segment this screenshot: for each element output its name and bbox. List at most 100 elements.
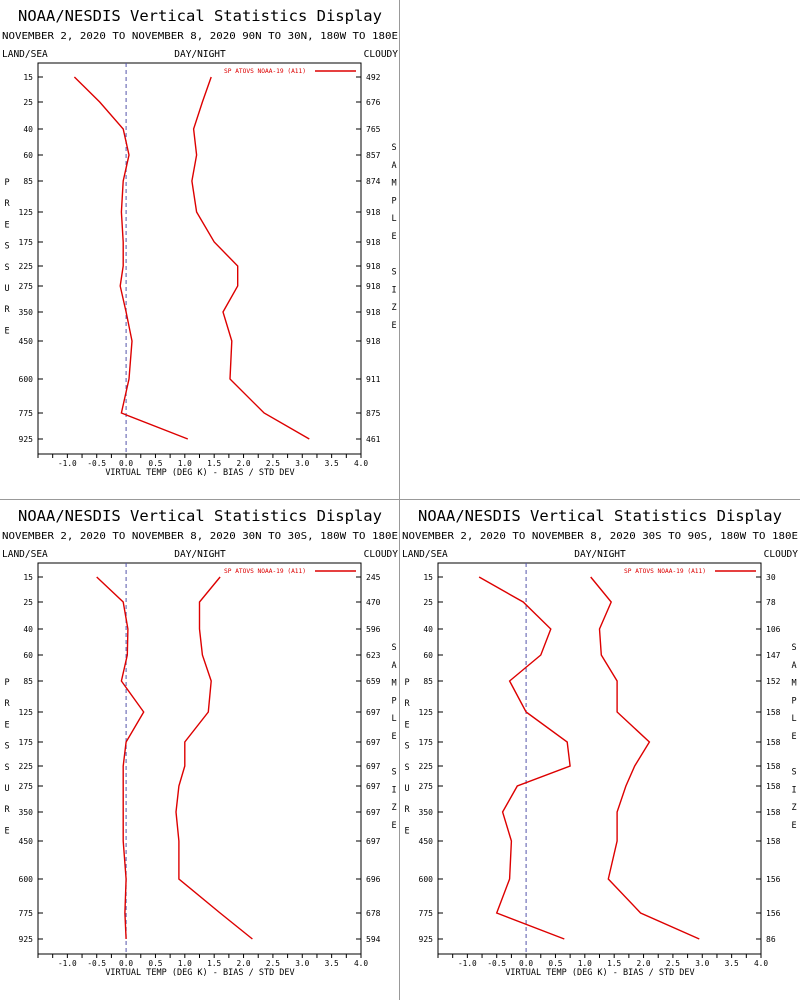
pressure-level-label: 275 bbox=[19, 782, 34, 791]
sample-size-label: 30 bbox=[766, 573, 776, 582]
sample-size-label: 659 bbox=[366, 677, 381, 686]
pressure-level-label: 60 bbox=[23, 151, 33, 160]
pressure-level-label: 85 bbox=[23, 177, 33, 186]
sample-size-axis-letter: E bbox=[391, 732, 396, 742]
pressure-axis-letter: S bbox=[4, 763, 9, 773]
pressure-level-label: 15 bbox=[23, 573, 33, 582]
pressure-level-label: 225 bbox=[19, 762, 34, 771]
sample-size-label: 461 bbox=[366, 435, 381, 444]
pressure-axis-letter: E bbox=[404, 720, 409, 730]
x-tick-label: 0.5 bbox=[548, 959, 562, 968]
x-tick-label: 1.5 bbox=[207, 959, 221, 968]
plot-frame bbox=[37, 62, 362, 455]
sample-size-label: 918 bbox=[366, 282, 381, 291]
pressure-level-label: 60 bbox=[423, 651, 433, 660]
sample-size-axis-letter: S bbox=[391, 768, 396, 778]
x-tick-label: 3.5 bbox=[325, 459, 339, 468]
sample-size-axis-letter: E bbox=[391, 321, 396, 331]
pressure-level-label: 125 bbox=[19, 208, 34, 217]
std-dev-series-line bbox=[590, 576, 700, 940]
x-tick-label: 2.5 bbox=[666, 959, 680, 968]
x-tick-label: 1.0 bbox=[178, 959, 192, 968]
pressure-level-label: 15 bbox=[423, 573, 433, 582]
sample-size-axis-letter: S bbox=[791, 768, 796, 778]
sample-size-label: 158 bbox=[766, 708, 781, 717]
x-tick-label: 3.5 bbox=[325, 959, 339, 968]
pressure-axis-letter: E bbox=[404, 826, 409, 836]
sample-size-label: 697 bbox=[366, 762, 381, 771]
pressure-axis-letter: P bbox=[404, 678, 409, 688]
pressure-axis-letter: R bbox=[4, 805, 10, 815]
sample-size-label: 918 bbox=[366, 308, 381, 317]
sample-size-axis-letter: E bbox=[391, 821, 396, 831]
x-tick-label: 0.5 bbox=[148, 959, 162, 968]
sample-size-label: 697 bbox=[366, 708, 381, 717]
day-night-label: DAY/NIGHT bbox=[574, 549, 626, 560]
pressure-level-label: 40 bbox=[423, 625, 433, 634]
sample-size-label: 156 bbox=[766, 909, 781, 918]
pressure-level-label: 40 bbox=[23, 625, 33, 634]
sample-size-label: 857 bbox=[366, 151, 381, 160]
x-tick-label: 0.5 bbox=[148, 459, 162, 468]
date-range-subtitle: NOVEMBER 2, 2020 TO NOVEMBER 8, 2020 90N… bbox=[2, 31, 398, 42]
sample-size-axis-letter: I bbox=[391, 285, 396, 295]
stats-panel-30s-90s: NOAA/NESDIS Vertical Statistics Display N… bbox=[400, 500, 800, 1000]
x-axis-label: VIRTUAL TEMP (DEG K) - BIAS / STD DEV bbox=[105, 468, 294, 478]
land-sea-label: LAND/SEA bbox=[402, 549, 448, 560]
panel-divider-horizontal bbox=[0, 499, 800, 500]
sample-size-axis-letter: L bbox=[791, 714, 796, 724]
pressure-axis-letter: S bbox=[4, 263, 9, 273]
pressure-axis-letter: E bbox=[4, 326, 9, 336]
sample-size-label: 697 bbox=[366, 837, 381, 846]
sample-size-label: 106 bbox=[766, 625, 781, 634]
sample-size-label: 696 bbox=[366, 875, 381, 884]
x-tick-label: 4.0 bbox=[354, 459, 368, 468]
sample-size-axis-letter: A bbox=[391, 161, 396, 171]
sample-size-label: 78 bbox=[766, 598, 776, 607]
pressure-level-label: 925 bbox=[419, 935, 434, 944]
pressure-level-label: 450 bbox=[19, 837, 34, 846]
sample-size-label: 918 bbox=[366, 208, 381, 217]
x-axis-label: VIRTUAL TEMP (DEG K) - BIAS / STD DEV bbox=[105, 968, 294, 978]
panel-divider-vertical bbox=[399, 0, 400, 1000]
x-tick-label: -1.0 bbox=[58, 959, 77, 968]
sample-size-axis-letter: S bbox=[791, 643, 796, 653]
pressure-level-label: 450 bbox=[19, 337, 34, 346]
pressure-axis-letter: R bbox=[4, 699, 10, 709]
sample-size-axis-letter: A bbox=[791, 661, 796, 671]
pressure-axis-letter: S bbox=[404, 742, 409, 752]
sample-size-axis-letter: A bbox=[391, 661, 396, 671]
x-tick-label: 1.5 bbox=[207, 459, 221, 468]
pressure-level-label: 925 bbox=[19, 935, 34, 944]
pressure-level-label: 25 bbox=[23, 598, 33, 607]
pressure-axis-letter: P bbox=[4, 678, 9, 688]
sample-size-label: 492 bbox=[366, 73, 381, 82]
pressure-axis-letter: R bbox=[404, 699, 410, 709]
x-tick-label: -0.5 bbox=[87, 459, 106, 468]
pressure-axis-letter: S bbox=[4, 242, 9, 252]
legend-label: SP ATOVS NOAA-19 (A11) bbox=[224, 568, 306, 575]
x-tick-label: 4.0 bbox=[354, 959, 368, 968]
x-tick-label: -0.5 bbox=[487, 959, 506, 968]
cloudy-label: CLOUDY bbox=[364, 549, 399, 560]
pressure-level-label: 350 bbox=[19, 308, 34, 317]
stats-panel-30n-30s: NOAA/NESDIS Vertical Statistics Display N… bbox=[0, 500, 400, 1000]
x-axis-label: VIRTUAL TEMP (DEG K) - BIAS / STD DEV bbox=[505, 968, 694, 978]
chart-svg: NOAA/NESDIS Vertical Statistics Display N… bbox=[2, 507, 399, 978]
pressure-level-label: 25 bbox=[423, 598, 433, 607]
sample-size-axis-letter: P bbox=[391, 196, 396, 206]
x-tick-label: 2.0 bbox=[236, 959, 250, 968]
pressure-axis-letter: E bbox=[4, 720, 9, 730]
cloudy-label: CLOUDY bbox=[764, 549, 799, 560]
pressure-level-label: 225 bbox=[19, 262, 34, 271]
bias-series-line bbox=[478, 576, 571, 940]
pressure-level-label: 125 bbox=[419, 708, 434, 717]
sample-size-axis-letter: Z bbox=[391, 803, 396, 813]
plot-frame bbox=[437, 562, 762, 955]
x-tick-label: 3.0 bbox=[295, 459, 309, 468]
sample-size-label: 594 bbox=[366, 935, 381, 944]
date-range-subtitle: NOVEMBER 2, 2020 TO NOVEMBER 8, 2020 30S… bbox=[402, 531, 798, 542]
display-title: NOAA/NESDIS Vertical Statistics Display bbox=[18, 7, 382, 25]
stats-panel-90n-30n: NOAA/NESDIS Vertical Statistics Display N… bbox=[0, 0, 400, 500]
sample-size-label: 158 bbox=[766, 782, 781, 791]
